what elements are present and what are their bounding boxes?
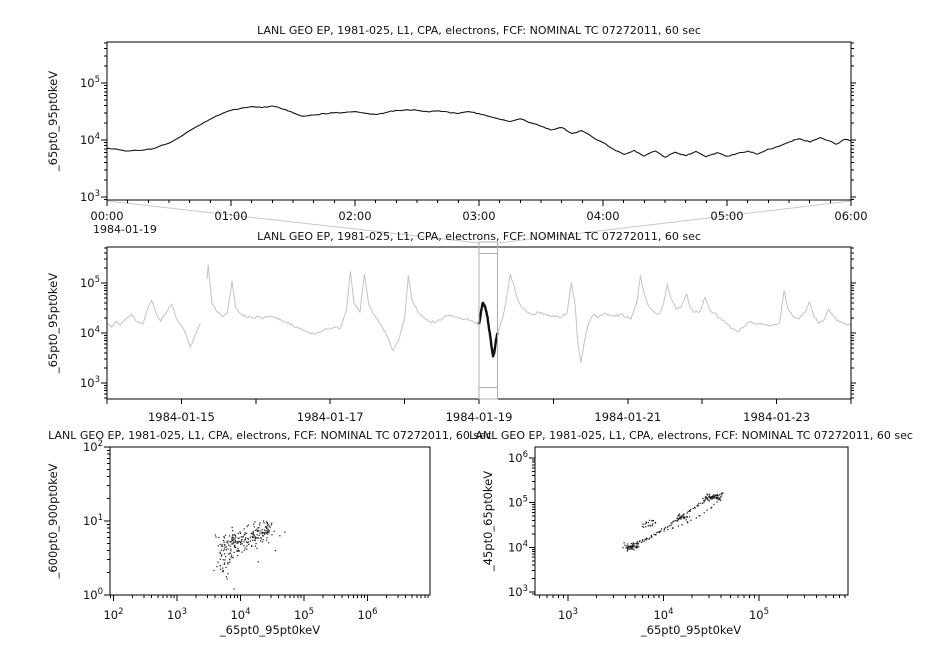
svg-text:103: 103 [80, 189, 100, 204]
x-tick-label: 1984-01-15 [148, 410, 215, 424]
x-tick-label: 00:00 [90, 209, 123, 223]
svg-text:105: 105 [80, 275, 100, 290]
svg-text:103: 103 [558, 607, 578, 622]
y-axis-ticks: 103 104 105 [80, 247, 856, 399]
x-axis-ticks: 1984-01-15 1984-01-17 1984-01-19 1984-01-21… [106, 399, 852, 424]
x-tick-label: 06:00 [834, 209, 867, 223]
svg-text:106: 106 [357, 607, 377, 622]
x-axis-ticks: 102 103 104 105 106 [103, 595, 429, 622]
context-connector-lines [106, 200, 852, 244]
svg-text:103: 103 [167, 607, 187, 622]
scatter-points [622, 492, 724, 552]
svg-text:104: 104 [230, 607, 250, 622]
x-axis-ticks: 00:00 01:00 02:00 03:00 04:00 05:00 06:00 [90, 200, 868, 223]
svg-text:105: 105 [508, 495, 528, 510]
svg-text:105: 105 [80, 75, 100, 90]
y-axis-ticks: 103 104 105 106 [508, 450, 535, 599]
svg-text:105: 105 [294, 607, 314, 622]
x-tick-label: 1984-01-23 [743, 410, 810, 424]
context-series-highlight [477, 301, 499, 358]
svg-text:103: 103 [80, 375, 100, 390]
x-tick-label: 04:00 [586, 209, 619, 223]
x-tick-label: 05:00 [710, 209, 743, 223]
svg-text:101: 101 [83, 513, 103, 528]
x-tick-label: 1984-01-21 [594, 410, 661, 424]
svg-text:104: 104 [80, 132, 100, 147]
svg-text:102: 102 [103, 607, 123, 622]
svg-text:100: 100 [83, 587, 103, 602]
time-selection-layer[interactable] [478, 241, 499, 400]
y-axis-label-scatter-left: _600pt0_900pt0keV [46, 463, 60, 579]
svg-text:104: 104 [80, 325, 100, 340]
x-tick-label: 1984-01-17 [297, 410, 364, 424]
plot-frame [109, 446, 431, 596]
x-tick-label: 02:00 [338, 209, 371, 223]
panel-title-context: LANL GEO EP, 1981-025, L1, CPA, electron… [257, 230, 701, 243]
x-axis-label-scatter-right: _65pt0_95pt0keV [640, 623, 741, 637]
selection-box[interactable] [478, 241, 499, 400]
plot-frame [106, 41, 852, 201]
svg-text:103: 103 [508, 584, 528, 599]
y-axis-label-top: _65pt0_95pt0keV [46, 71, 60, 172]
svg-text:104: 104 [653, 607, 673, 622]
x-tick-label: 1984-01-19 [446, 410, 513, 424]
svg-text:105: 105 [749, 607, 769, 622]
x-tick-label: 03:00 [462, 209, 495, 223]
panel-scatter-45-65[interactable]: 103 104 105 106 103 104 105 [508, 446, 849, 622]
panel-title-scatter-right: LANL GEO EP, 1981-025, L1, CPA, electron… [469, 429, 913, 442]
y-axis-label-context: _65pt0_95pt0keV [46, 273, 60, 374]
svg-text:104: 104 [508, 539, 528, 554]
y-axis-ticks: 103 104 105 [80, 42, 856, 204]
context-overview-overlay [106, 200, 852, 244]
context-series-line [107, 264, 851, 363]
zoom-series-line [107, 105, 851, 158]
plot-frame [534, 446, 849, 596]
x-axis-ticks: 103 104 105 [538, 595, 846, 622]
panel-title-top: LANL GEO EP, 1981-025, L1, CPA, electron… [257, 24, 701, 37]
svg-text:106: 106 [508, 450, 528, 465]
axis-context-date: 1984-01-19 [93, 223, 157, 236]
x-axis-label-scatter-left: _65pt0_95pt0keV [219, 623, 320, 637]
y-axis-label-scatter-right: _45pt0_65pt0keV [481, 471, 495, 572]
scatter-points [213, 520, 286, 590]
panel-title-scatter-left: LANL GEO EP, 1981-025, L1, CPA, electron… [48, 429, 492, 442]
x-tick-label: 01:00 [214, 209, 247, 223]
